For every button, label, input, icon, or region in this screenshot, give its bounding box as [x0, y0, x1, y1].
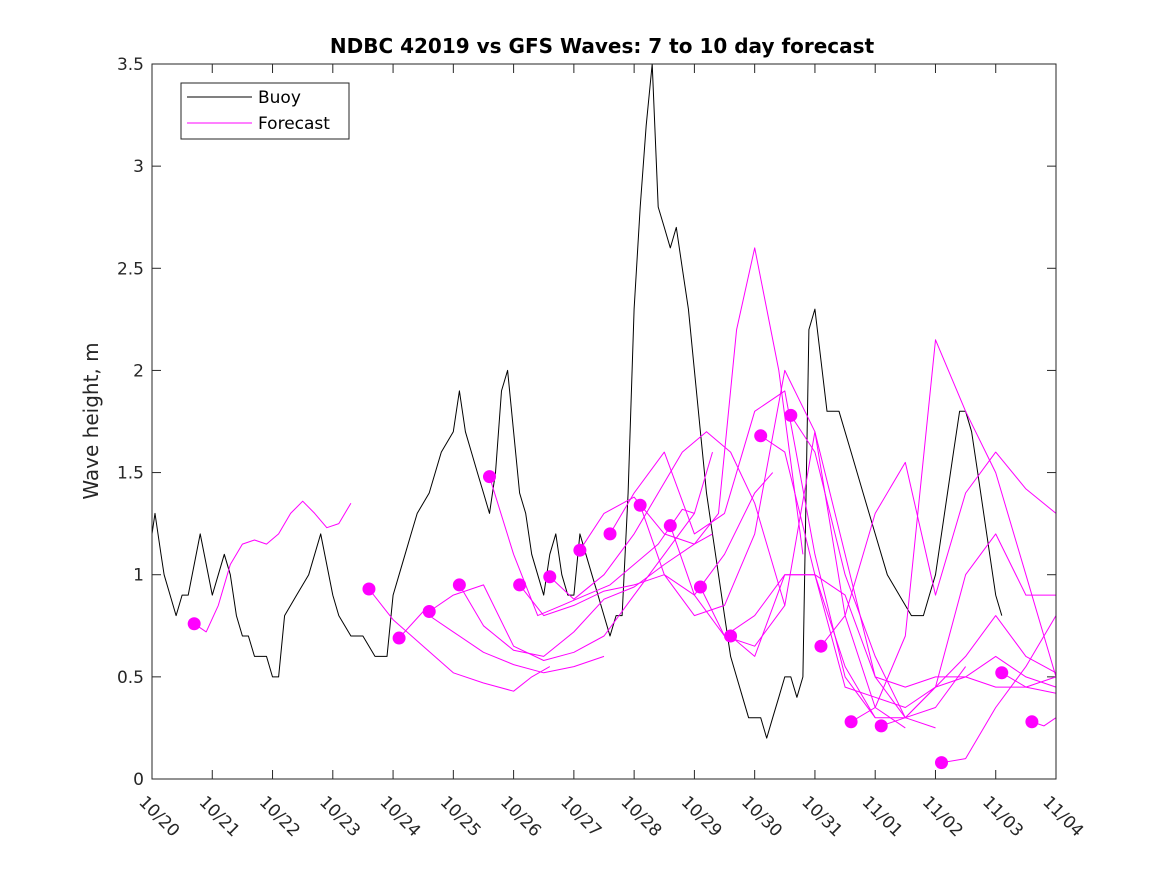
y-axis-label: Wave height, m [79, 342, 103, 499]
x-axis: 10/20 10/21 10/22 10/23 10/24 10/25 10/26 10/27… [134, 792, 1087, 841]
forecast-start-marker [422, 604, 436, 618]
x-tick-label: 10/30 [737, 792, 786, 841]
y-axis: 0 0.5 1 1.5 2 2.5 3 3.5 [117, 55, 144, 790]
plot-frame [151, 63, 1057, 780]
forecast-start-marker [995, 666, 1009, 680]
forecast-series-line [699, 574, 967, 719]
y-tick-label: 2.5 [117, 259, 144, 279]
chart-title: NDBC 42019 vs GFS Waves: 7 to 10 day for… [330, 34, 875, 58]
forecast-start-marker [814, 639, 828, 653]
forecast-series-line [1001, 672, 1057, 688]
markers-layer [187, 408, 1039, 770]
forecast-start-marker [844, 715, 858, 729]
x-tick-label: 10/25 [436, 792, 485, 841]
x-tick-label: 10/31 [797, 792, 846, 841]
plot-area [152, 64, 1056, 779]
y-tick-label: 2 [133, 361, 144, 381]
forecast-start-marker [543, 570, 557, 584]
forecast-series-line [609, 390, 876, 718]
x-tick-label: 10/28 [617, 792, 666, 841]
forecast-series-line [881, 615, 1057, 727]
forecast-series-line [669, 431, 936, 729]
forecast-series-line [760, 435, 1057, 708]
forecast-start-marker [362, 582, 376, 596]
forecast-start-marker [482, 470, 496, 484]
forecast-start-marker [754, 429, 768, 443]
y-tick-label: 0.5 [117, 668, 144, 688]
forecast-start-marker [663, 519, 677, 533]
y-tick-label: 1 [133, 566, 144, 586]
forecast-series-line [519, 472, 774, 617]
x-tick-label: 10/27 [556, 792, 605, 841]
forecast-start-marker [187, 617, 201, 631]
forecast-start-marker [934, 756, 948, 770]
forecast-series-line [639, 369, 906, 729]
forecast-series-line [850, 339, 1057, 723]
forecast-series-line [941, 615, 1057, 764]
forecast-start-marker [1025, 715, 1039, 729]
forecast-start-marker [784, 408, 798, 422]
forecast-series-line [193, 500, 352, 633]
legend-box [180, 82, 350, 140]
forecast-start-marker [874, 719, 888, 733]
x-tick-label: 10/21 [195, 792, 244, 841]
legend: Buoy Forecast [180, 82, 350, 140]
forecast-series-line [730, 574, 1057, 694]
forecast-start-marker [603, 527, 617, 541]
x-tick-label: 10/20 [134, 792, 183, 841]
forecast-series-line [579, 247, 804, 555]
forecast-start-marker [513, 578, 527, 592]
forecast-series-line [428, 451, 713, 661]
y-tick-label: 3.5 [117, 55, 144, 75]
x-tick-label: 10/22 [255, 792, 304, 841]
x-tick-label: 10/23 [315, 792, 364, 841]
x-tick-label: 11/01 [858, 792, 907, 841]
series-layer [151, 63, 1057, 764]
buoy-series-line [151, 63, 1003, 739]
x-tick-label: 11/04 [1038, 792, 1087, 841]
legend-forecast-label: Forecast [258, 114, 330, 134]
forecast-start-marker [452, 578, 466, 592]
x-tick-label: 10/29 [677, 792, 726, 841]
y-tick-label: 1.5 [117, 464, 144, 484]
x-tick-label: 11/02 [918, 792, 967, 841]
forecast-start-marker [633, 498, 647, 512]
forecast-series-line [458, 533, 713, 657]
forecast-series-line [368, 588, 551, 692]
forecast-start-marker [724, 629, 738, 643]
x-tick-label: 10/24 [376, 792, 425, 841]
legend-buoy-label: Buoy [258, 88, 301, 108]
x-tick-label: 10/26 [496, 792, 545, 841]
x-tick-label: 11/03 [978, 792, 1027, 841]
forecast-start-marker [573, 543, 587, 557]
y-tick-label: 0 [133, 770, 144, 790]
forecast-start-marker [693, 580, 707, 594]
forecast-start-marker [392, 631, 406, 645]
forecast-series-line [549, 431, 786, 606]
forecast-series-line [820, 451, 1057, 647]
y-tick-label: 3 [133, 157, 144, 177]
